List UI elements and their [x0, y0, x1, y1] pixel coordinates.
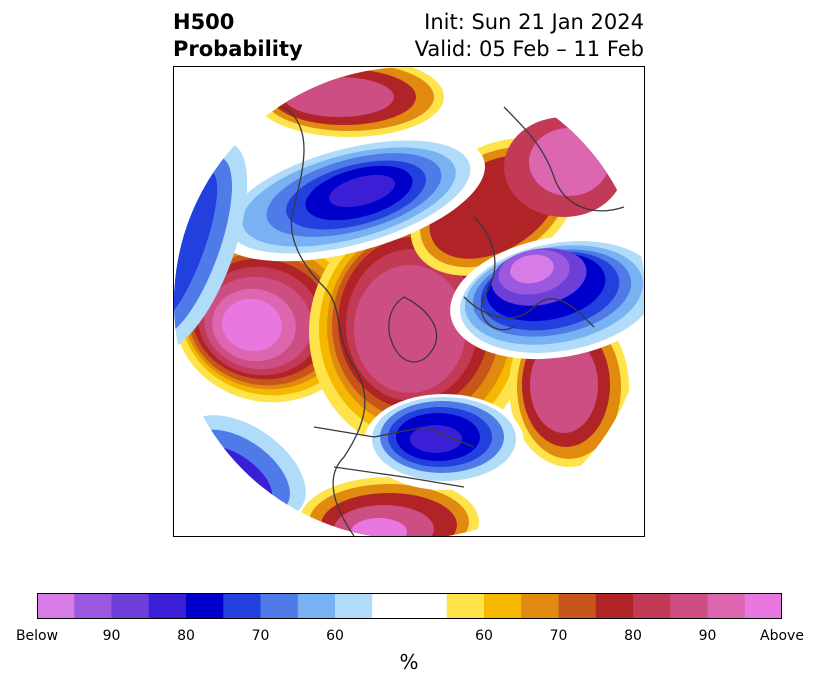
colorbar-swatch — [446, 593, 485, 619]
colorbar-tick-label: 80 — [624, 628, 642, 644]
arctic-ridge — [309, 212, 529, 452]
colorbar-tick-label: 90 — [698, 628, 717, 644]
colorbar-swatch — [633, 593, 671, 619]
bottom-ridge — [299, 477, 479, 536]
colorbar-tick-label: Below — [15, 628, 59, 644]
colorbar-tick-label: 70 — [549, 628, 568, 644]
anomaly-fields — [174, 67, 644, 536]
colorbar-tick-label: 60 — [475, 628, 493, 644]
colorbar-swatch — [260, 593, 299, 619]
colorbar-border — [37, 593, 782, 619]
title-line-2: Probability — [173, 37, 303, 61]
colorbar-swatch — [744, 593, 782, 619]
init-date: Init: Sun 21 Jan 2024 — [424, 10, 644, 34]
colorbar-swatch — [74, 593, 112, 619]
colorbar — [37, 593, 782, 619]
colorbar-swatch — [111, 593, 150, 619]
colorbar-tick-label: 80 — [177, 628, 195, 644]
title-line-1: H500 — [173, 10, 235, 34]
east-trough — [450, 234, 644, 360]
forecast-dates: Init: Sun 21 Jan 2024 Valid: 05 Feb – 11… — [415, 9, 644, 63]
polar-map-svg — [174, 67, 644, 536]
coastlines — [283, 106, 625, 536]
colorbar-swatch — [521, 593, 559, 619]
northwest-trough — [213, 132, 485, 262]
colorbar-unit: % — [399, 650, 419, 674]
map-title: H500 Probability — [173, 9, 303, 63]
colorbar-swatch — [297, 593, 336, 619]
colorbar-swatch — [595, 593, 634, 619]
colorbar-swatch — [186, 593, 224, 619]
colorbar-swatch — [372, 593, 448, 619]
colorbar-swatch — [558, 593, 597, 619]
colorbar-swatch — [223, 593, 261, 619]
colorbar-tick-label: 90 — [102, 628, 121, 644]
colorbar-tick-label: 70 — [251, 628, 270, 644]
valid-range: Valid: 05 Feb – 11 Feb — [414, 37, 644, 61]
colorbar-svg — [37, 593, 782, 619]
colorbar-swatch — [335, 593, 373, 619]
colorbar-swatch — [148, 593, 187, 619]
probability-map — [173, 66, 645, 537]
colorbar-swatch — [37, 593, 75, 619]
colorbar-tick-label: 60 — [326, 628, 344, 644]
west-edge-trough — [174, 142, 248, 352]
colorbar-swatch — [670, 593, 708, 619]
colorbar-tick-label: Above — [760, 628, 804, 644]
colorbar-swatch — [484, 593, 522, 619]
southern-trough — [364, 394, 524, 490]
colorbar-swatch — [707, 593, 746, 619]
